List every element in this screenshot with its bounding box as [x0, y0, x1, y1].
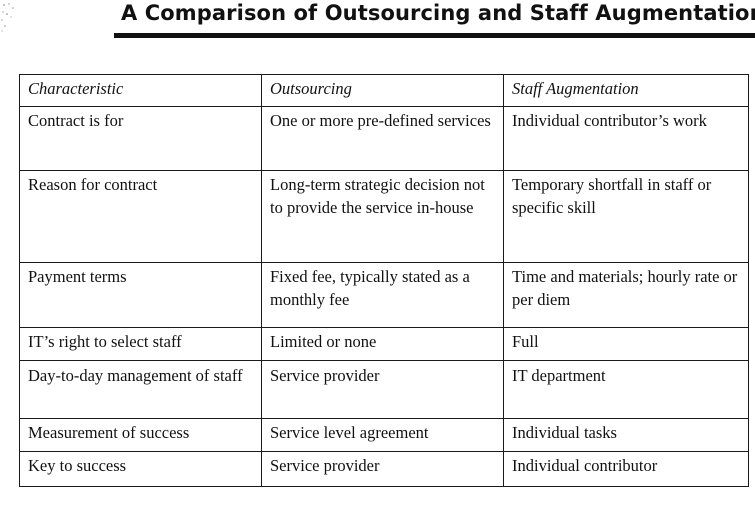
characteristic-cell: Reason for contract [19, 170, 262, 263]
characteristic-cell: Contract is for [19, 106, 262, 171]
table-header-row: Characteristic Outsourcing Staff Augment… [19, 74, 749, 107]
characteristic-cell: Day-to-day management of staff [19, 360, 262, 419]
outsourcing-cell: Service provider [261, 360, 504, 419]
column-header-characteristic: Characteristic [19, 74, 262, 107]
table-row: Payment terms Fixed fee, typically state… [19, 262, 749, 328]
column-header-staff-augmentation: Staff Augmentation [503, 74, 749, 107]
table-row: Day-to-day management of staff Service p… [19, 360, 749, 419]
staff-augmentation-cell: IT department [503, 360, 749, 419]
column-header-outsourcing: Outsourcing [261, 74, 504, 107]
staff-augmentation-cell: Time and materials; hourly rate or per d… [503, 262, 749, 328]
characteristic-cell: Measurement of success [19, 418, 262, 452]
table-row: Measurement of success Service level agr… [19, 418, 749, 452]
outsourcing-cell: Fixed fee, typically stated as a monthly… [261, 262, 504, 328]
outsourcing-cell: One or more pre-defined services [261, 106, 504, 171]
outsourcing-cell: Service provider [261, 451, 504, 487]
characteristic-cell: Key to success [19, 451, 262, 487]
staff-augmentation-cell: Individual tasks [503, 418, 749, 452]
staff-augmentation-cell: Individual contributor’s work [503, 106, 749, 171]
staff-augmentation-cell: Temporary shortfall in staff or specific… [503, 170, 749, 263]
scan-artifact-icon [1, 3, 14, 32]
staff-augmentation-cell: Full [503, 327, 749, 361]
title-rule [114, 33, 755, 38]
outsourcing-cell: Long-term strategic decision not to prov… [261, 170, 504, 263]
outsourcing-cell: Service level agreement [261, 418, 504, 452]
staff-augmentation-cell: Individual contributor [503, 451, 749, 487]
characteristic-cell: Payment terms [19, 262, 262, 328]
comparison-table: Characteristic Outsourcing Staff Augment… [19, 74, 749, 487]
characteristic-cell: IT’s right to select staff [19, 327, 262, 361]
table-row: Reason for contract Long-term strategic … [19, 170, 749, 263]
table-row: Key to success Service provider Individu… [19, 451, 749, 487]
table-row: Contract is for One or more pre-defined … [19, 106, 749, 171]
page-title: A Comparison of Outsourcing and Staff Au… [121, 1, 755, 25]
table-row: IT’s right to select staff Limited or no… [19, 327, 749, 361]
outsourcing-cell: Limited or none [261, 327, 504, 361]
